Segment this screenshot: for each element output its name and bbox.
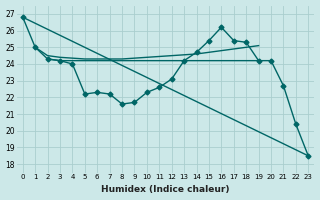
X-axis label: Humidex (Indice chaleur): Humidex (Indice chaleur) <box>101 185 230 194</box>
